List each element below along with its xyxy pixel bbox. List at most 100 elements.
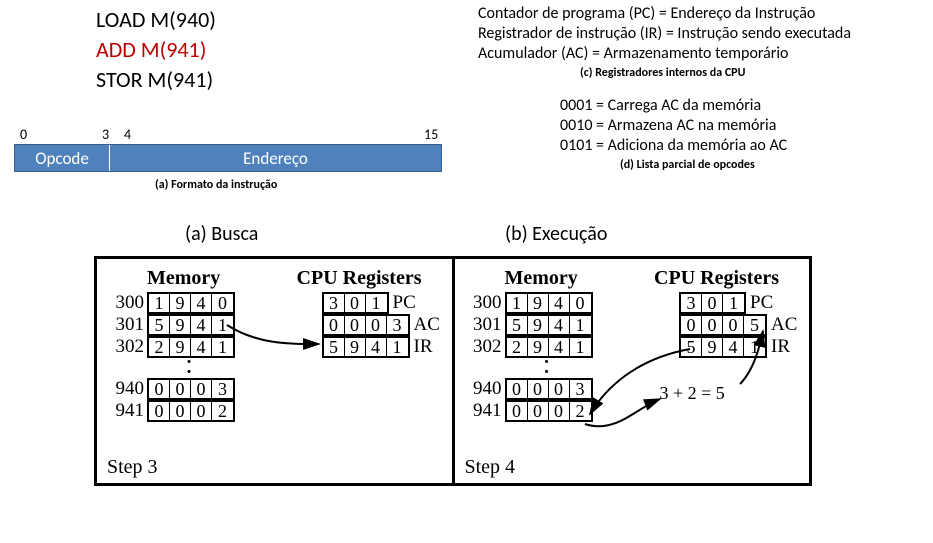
- cell: 4: [366, 338, 387, 356]
- mem-addr: 940: [107, 378, 147, 400]
- cell: 9: [528, 294, 549, 312]
- cpu-ac-left: 0003 AC: [322, 314, 442, 336]
- cell: 2: [212, 402, 233, 420]
- cell: 4: [191, 316, 212, 334]
- cpu-ir-left: 5941 IR: [322, 336, 442, 358]
- mem-dots: ··: [505, 358, 591, 378]
- mem-row-940-right: 940 0003: [465, 378, 593, 400]
- cpu-cells: 5941: [322, 336, 410, 358]
- cell: 5: [744, 316, 765, 334]
- mem-addr: 941: [107, 400, 147, 422]
- cpu-pc-left: 301 PC: [322, 292, 442, 314]
- cell: 5: [149, 316, 170, 334]
- cell: 3: [324, 294, 345, 312]
- title-busca: (a) Busca: [185, 222, 258, 246]
- cell: 9: [702, 338, 723, 356]
- bit-label-4: 4: [124, 126, 131, 143]
- caption-ifmt: (a) Formato da instrução: [155, 178, 277, 192]
- cell: 4: [191, 338, 212, 356]
- step-label-4: Step 4: [465, 456, 516, 479]
- cell: 2: [507, 338, 528, 356]
- cpu-ac-right: 0005 AC: [679, 314, 799, 336]
- cell: 1: [366, 294, 387, 312]
- cpu-label: PC: [389, 292, 421, 314]
- header-cpu-left: CPU Registers: [297, 267, 422, 290]
- cell: 1: [723, 294, 744, 312]
- cell: 0: [702, 316, 723, 334]
- instruction-add: ADD M(941): [96, 36, 206, 63]
- cell: 0: [528, 402, 549, 420]
- cell: 1: [387, 338, 408, 356]
- cell: 1: [507, 294, 528, 312]
- cell: 4: [549, 316, 570, 334]
- cell: 0: [149, 380, 170, 398]
- opcode-0101: 0101 = Adiciona da memória ao AC: [560, 136, 787, 155]
- cell: 0: [324, 316, 345, 334]
- panel-step3: Memory CPU Registers 300 1940 301 5941: [97, 259, 452, 483]
- cell: 2: [149, 338, 170, 356]
- cpu-cells: 0003: [322, 314, 410, 336]
- cell: 0: [170, 380, 191, 398]
- cell: 0: [507, 402, 528, 420]
- cell: 0: [149, 402, 170, 420]
- cell: 0: [345, 294, 366, 312]
- mem-row-301-right: 301 5941: [465, 314, 593, 336]
- step-label-3: Step 3: [107, 456, 158, 479]
- ifmt-address: Endereço: [110, 145, 441, 171]
- cell: 0: [191, 380, 212, 398]
- cell: 9: [170, 316, 191, 334]
- memory-column-left: 300 1940 301 5941 302 2941: [107, 292, 235, 422]
- caption-opcodes: (d) Lista parcial de opcodes: [620, 158, 755, 172]
- calc-text: 3 + 2 = 5: [660, 383, 725, 404]
- mem-addr: 300: [107, 292, 147, 314]
- header-memory-left: Memory: [147, 267, 220, 290]
- cell: 0: [570, 294, 591, 312]
- cpu-cells: 301: [322, 292, 389, 314]
- mem-row-301-left: 301 5941: [107, 314, 235, 336]
- opcode-0010: 0010 = Armazena AC na memória: [560, 116, 776, 135]
- mem-row-300-right: 300 1940: [465, 292, 593, 314]
- mem-cells: 1940: [147, 292, 235, 314]
- cpu-column-left: 301 PC 0003 AC 5941 IR: [322, 292, 442, 422]
- cpu-label: IR: [767, 336, 799, 358]
- cell: 0: [528, 380, 549, 398]
- cpu-label: PC: [746, 292, 778, 314]
- ac-description: Acumulador (AC) = Armazenamento temporár…: [478, 44, 788, 63]
- instruction-format: Opcode Endereço: [14, 144, 442, 172]
- mem-row-941-left: 941 0002: [107, 400, 235, 422]
- cell: 1: [570, 316, 591, 334]
- cell: 0: [702, 294, 723, 312]
- mem-row-302-left: 302 2941: [107, 336, 235, 358]
- cpu-cells: 0005: [679, 314, 767, 336]
- instruction-load: LOAD M(940): [96, 6, 216, 33]
- cell: 1: [744, 338, 765, 356]
- mem-row-940-left: 940 0003: [107, 378, 235, 400]
- cell: 0: [549, 402, 570, 420]
- mem-addr: 302: [465, 336, 505, 358]
- instruction-stor: STOR M(941): [96, 66, 213, 93]
- mem-addr: 301: [465, 314, 505, 336]
- cpu-label: AC: [767, 314, 799, 336]
- ifmt-opcode: Opcode: [15, 145, 110, 171]
- ir-description: Registrador de instrução (IR) = Instruçã…: [478, 24, 851, 43]
- cell: 1: [149, 294, 170, 312]
- cell: 1: [570, 338, 591, 356]
- panel-step4: Memory CPU Registers 300 1940 301 5941: [452, 259, 810, 483]
- cell: 4: [549, 294, 570, 312]
- cell: 9: [528, 316, 549, 334]
- cell: 5: [681, 338, 702, 356]
- caption-opcodes-text: (d) Lista parcial de opcodes: [620, 158, 755, 172]
- bit-label-15: 15: [424, 126, 438, 143]
- cell: 3: [570, 380, 591, 398]
- pc-description: Contador de programa (PC) = Endereço da …: [478, 4, 815, 23]
- cell: 3: [681, 294, 702, 312]
- cpu-cells: 5941: [679, 336, 767, 358]
- cell: 0: [723, 316, 744, 334]
- mem-row-941-right: 941 0002: [465, 400, 593, 422]
- cell: 4: [723, 338, 744, 356]
- memory-column-right: 300 1940 301 5941 302 2941: [465, 292, 593, 422]
- cpu-cells: 301: [679, 292, 746, 314]
- cell: 5: [324, 338, 345, 356]
- cell: 0: [366, 316, 387, 334]
- mem-cells: 1940: [505, 292, 593, 314]
